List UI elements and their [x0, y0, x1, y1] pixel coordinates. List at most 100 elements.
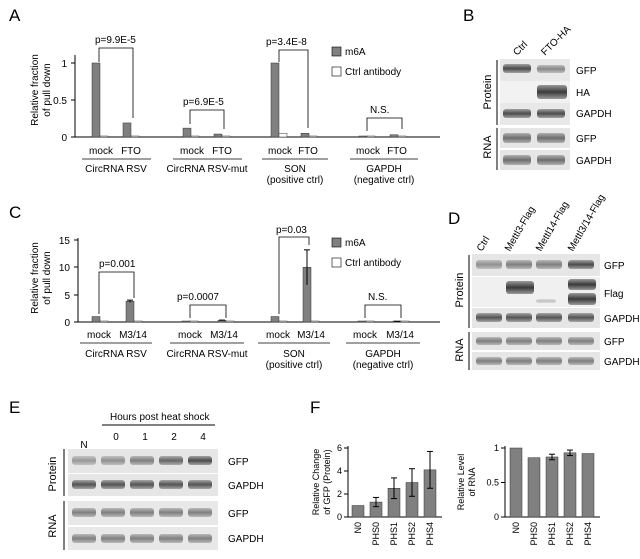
group-label: GAPDH	[366, 164, 402, 175]
rna-label: RNA	[454, 338, 466, 362]
p-value-label: p=0.0007	[177, 292, 219, 303]
y-tick-label-c: 15	[59, 236, 71, 247]
legend-swatch-ctrl	[331, 257, 342, 268]
blot-strip	[500, 103, 570, 125]
chart-f-right: 0 0.5 1 N0 PHS0 PHS1 PHS2 PHS4	[486, 443, 600, 546]
row-label: GFP	[228, 509, 249, 520]
blot-band	[159, 480, 183, 489]
blot-band	[568, 313, 594, 322]
x-tick-label: PHS4	[425, 522, 435, 546]
bar-ctrl-antibody	[365, 320, 375, 323]
bar-ctrl-antibody	[278, 320, 288, 323]
blot-band	[476, 260, 502, 269]
y-tick-label: 1	[494, 443, 499, 453]
lane-label: Mettl14-Flag	[534, 200, 571, 254]
blot-band	[568, 279, 596, 290]
panel-label-e: E	[9, 398, 20, 417]
bar-ctrl-antibody	[225, 320, 235, 323]
row-label: GFP	[604, 337, 625, 348]
x-tick-label: PHS2	[407, 522, 417, 546]
bar-ctrl-antibody	[221, 135, 231, 138]
lane-label: Ctrl	[475, 235, 492, 254]
ns-label: N.S.	[368, 292, 387, 303]
row-label: GFP	[604, 261, 625, 272]
x-label: M3/14	[297, 330, 325, 341]
blot-band	[506, 313, 532, 322]
blot-band	[503, 109, 531, 118]
y-tick-label-a: 1	[61, 59, 67, 70]
lane-label: FTO-HA	[539, 24, 573, 58]
blot-band	[537, 109, 565, 118]
group-label: CircRNA RSV	[85, 349, 147, 360]
group-label: SON	[284, 164, 306, 175]
protein-label: Protein	[482, 75, 494, 110]
bar-m6a	[357, 320, 367, 323]
panel-label-c: C	[9, 203, 21, 222]
legend-ctrl-antibody: Ctrl antibody	[345, 258, 401, 269]
blot-band	[130, 456, 154, 465]
x-tick-label: PHS0	[371, 522, 381, 546]
y-axis-label-c-2: of pull down	[42, 251, 53, 304]
row-label: GAPDH	[228, 534, 264, 545]
blot-band	[536, 260, 562, 269]
panel-d: D Ctrl Mettl3-Flag Mettl14-Flag Mettl3/1…	[448, 193, 640, 370]
x-label: mock	[268, 146, 293, 157]
protein-label: Protein	[454, 273, 466, 308]
row-label: GFP	[228, 457, 249, 468]
blot-band	[568, 260, 594, 269]
panel-e: E Hours post heat shock N 0 1 2 4 Protei…	[9, 398, 264, 550]
blot-band	[476, 357, 502, 365]
blot-band	[503, 133, 531, 143]
y-tick-label: 0	[337, 512, 342, 522]
row-label: GFP	[576, 134, 597, 145]
bar-m6a	[181, 320, 191, 323]
x-label: mock	[180, 146, 205, 157]
x-tick-label: PHS4	[583, 522, 593, 546]
blot-band	[536, 337, 562, 345]
blot-band	[506, 260, 532, 269]
bar-m6a	[270, 316, 280, 323]
group-label: CircRNA RSV-mut	[166, 349, 247, 360]
blot-band	[188, 456, 212, 465]
legend-swatch-ctrl	[331, 66, 342, 77]
y-tick-label: 6	[337, 443, 342, 453]
panel-label-a: A	[9, 6, 21, 25]
y-axis-label-f-left-1: Relative Change	[311, 449, 321, 516]
x-label: FTO	[121, 146, 141, 157]
y-tick-label-c: 0	[64, 318, 70, 329]
group-label: (negative ctrl)	[353, 360, 414, 371]
y-axis-label-a-2: of pull down	[42, 63, 53, 116]
row-label: GAPDH	[604, 357, 640, 368]
blot-band	[536, 357, 562, 365]
y-tick-label-c: 5	[64, 291, 70, 302]
heat-shock-header: Hours post heat shock	[110, 412, 210, 423]
x-label: FTO	[298, 146, 318, 157]
blot-band	[188, 480, 212, 489]
blot-band	[188, 508, 212, 517]
panel-b: B Ctrl FTO-HA Protein RNA GFP HA GAPDH G…	[463, 6, 612, 170]
x-tick-label: N0	[511, 522, 521, 534]
bar-ctrl-antibody	[310, 320, 320, 323]
x-label: mock	[89, 146, 114, 157]
lane-label: Mettl3-Flag	[503, 205, 538, 254]
blot-band	[506, 281, 534, 294]
blot-band	[568, 337, 594, 345]
blot-band	[159, 534, 183, 543]
bar-ctrl-antibody	[366, 135, 376, 138]
x-tick-label: PHS1	[389, 522, 399, 546]
lane-label: N	[80, 440, 87, 451]
p-value-label: p=3.4E-8	[266, 37, 307, 48]
lane-label: Ctrl	[511, 39, 530, 58]
bar-m6a	[213, 133, 223, 138]
lane-label: 1	[142, 432, 148, 443]
p-value-label: p=0.03	[276, 225, 307, 236]
bar	[527, 457, 541, 518]
bar-ctrl-antibody	[189, 320, 199, 323]
blot-band	[72, 508, 96, 517]
bars-a	[91, 62, 407, 138]
p-value-label: p=6.9E-5	[183, 97, 224, 108]
x-label: mock	[356, 146, 381, 157]
blot-band	[506, 357, 532, 365]
bands-e	[72, 456, 212, 543]
